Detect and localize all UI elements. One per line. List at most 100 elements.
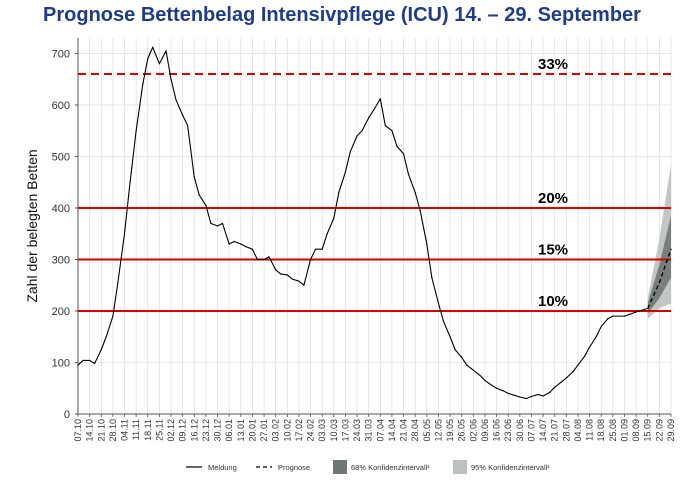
x-tick-label: 21.10 <box>96 419 106 442</box>
data-point <box>373 109 375 111</box>
data-point <box>228 243 230 245</box>
legend-label: 95% Konfidenzintervall¹ <box>471 463 550 472</box>
data-point <box>670 248 672 250</box>
x-tick-label: 25.11 <box>154 419 164 441</box>
data-point <box>333 217 335 219</box>
x-tick-label: 16.06 <box>492 419 502 442</box>
legend-label: Prognose <box>278 463 310 472</box>
data-point <box>565 377 567 379</box>
x-tick-label: 28.07 <box>561 419 571 442</box>
x-tick-label: 13.01 <box>236 419 246 442</box>
data-point <box>89 359 91 362</box>
data-point <box>280 273 282 275</box>
data-point <box>537 393 539 396</box>
data-point <box>182 114 184 116</box>
data-point <box>414 191 416 194</box>
x-tick-label: 14.07 <box>538 419 548 442</box>
x-tick-label: 30.06 <box>515 419 525 442</box>
data-point <box>147 58 149 60</box>
data-point <box>572 371 574 373</box>
data-point <box>472 369 474 371</box>
x-tick-label: 17.02 <box>294 419 304 442</box>
data-point <box>205 204 207 206</box>
data-point <box>461 356 463 358</box>
data-point <box>426 243 428 245</box>
data-point <box>554 386 556 388</box>
data-point <box>170 78 172 80</box>
data-point <box>361 130 363 132</box>
data-point <box>600 325 602 328</box>
data-point <box>379 98 381 100</box>
x-tick-label: 06.01 <box>224 419 234 442</box>
x-tick-label: 25.08 <box>608 419 618 442</box>
data-point <box>298 280 300 282</box>
data-point <box>368 117 370 119</box>
x-tick-label: 08.09 <box>631 419 641 442</box>
data-point <box>100 349 102 351</box>
data-point <box>507 392 509 394</box>
data-point <box>198 194 200 196</box>
x-tick-label: 02.12 <box>166 419 176 442</box>
x-tick-label: 26.05 <box>457 419 467 442</box>
data-point <box>491 384 493 386</box>
y-tick-label: 100 <box>52 357 70 369</box>
data-point <box>484 379 486 382</box>
x-tick-label: 07.04 <box>375 419 385 442</box>
x-tick-label: 20.01 <box>247 419 257 442</box>
x-tick-label: 19.05 <box>445 419 455 442</box>
x-tick-label: 16.12 <box>189 419 199 442</box>
data-point <box>407 173 410 176</box>
x-tick-label: 18.11 <box>143 419 153 441</box>
threshold-label: 15% <box>538 241 568 258</box>
x-tick-label: 12.05 <box>433 419 443 442</box>
x-tick-label: 01.09 <box>619 419 629 442</box>
data-point <box>123 233 126 235</box>
x-tick-label: 17.03 <box>340 419 350 442</box>
x-tick-label: 24.02 <box>306 419 316 442</box>
data-point <box>321 248 323 250</box>
y-tick-label: 200 <box>52 306 70 318</box>
data-point <box>251 248 254 250</box>
data-point <box>256 258 258 261</box>
data-point <box>175 99 177 101</box>
data-point <box>549 391 551 393</box>
data-point <box>479 374 481 376</box>
x-tick-label: 21.07 <box>550 419 560 442</box>
data-point <box>263 258 265 261</box>
data-point <box>158 63 160 65</box>
data-point <box>291 278 293 280</box>
x-tick-label: 09.12 <box>178 419 188 442</box>
data-point <box>442 320 445 322</box>
x-tick-label: 22.09 <box>654 419 664 442</box>
data-point <box>623 315 626 317</box>
data-point <box>349 150 352 152</box>
data-point <box>112 315 114 317</box>
data-point <box>635 311 637 313</box>
x-tick-label: 23.12 <box>201 419 211 442</box>
data-point <box>344 171 347 173</box>
data-point <box>77 364 79 366</box>
data-point <box>419 209 421 212</box>
x-tick-label: 04.11 <box>120 419 130 441</box>
data-point <box>221 222 224 225</box>
data-point <box>275 269 277 271</box>
x-tick-label: 28.10 <box>108 419 118 442</box>
x-tick-label: 07.10 <box>73 419 83 442</box>
data-point <box>268 256 270 258</box>
data-point <box>449 336 451 338</box>
legend-label: Meldung <box>208 463 237 472</box>
data-point <box>142 83 144 85</box>
legend-label: 68% Konfidenzintervall¹ <box>351 463 430 472</box>
data-point <box>240 243 242 245</box>
data-point <box>82 359 84 362</box>
y-axis-label: Zahl der belegten Betten <box>24 149 40 302</box>
x-tick-label: 11.11 <box>131 419 141 440</box>
y-tick-label: 400 <box>52 203 70 215</box>
x-tick-label: 15.09 <box>643 419 653 442</box>
data-point <box>187 124 189 127</box>
x-tick-label: 07.07 <box>526 419 536 442</box>
data-point <box>466 364 468 366</box>
y-tick-label: 600 <box>52 100 70 112</box>
data-point <box>135 130 137 132</box>
